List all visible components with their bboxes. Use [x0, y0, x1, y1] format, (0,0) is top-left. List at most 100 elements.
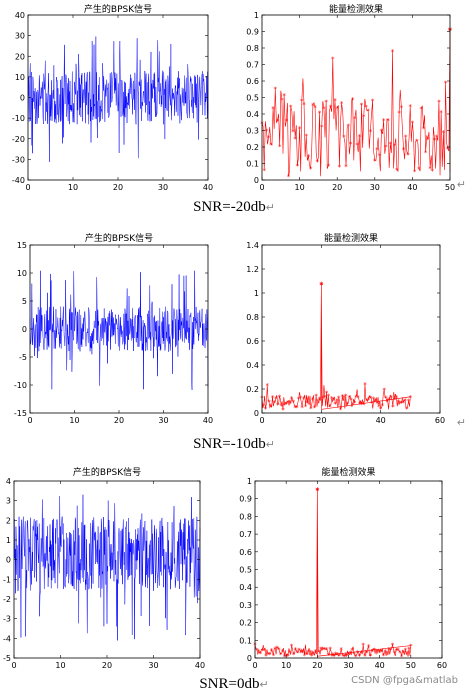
- x-tick-label: 40: [203, 416, 213, 425]
- y-tick-label: 0: [6, 556, 11, 565]
- data-point-marker: *: [278, 394, 282, 402]
- data-point-marker: *: [339, 406, 343, 414]
- y-tick-label: 1: [254, 11, 259, 20]
- data-point-marker: *: [270, 647, 274, 655]
- data-point-marker: *: [312, 650, 316, 658]
- data-point-marker: *: [277, 646, 281, 654]
- data-point-marker: *: [323, 393, 327, 401]
- data-point-marker: *: [424, 149, 428, 157]
- data-point-marker: *: [411, 119, 415, 127]
- series-line: [29, 270, 209, 390]
- data-point-marker: *: [320, 282, 324, 290]
- data-point-marker: *: [428, 165, 432, 173]
- data-point-marker: *: [321, 645, 325, 653]
- y-tick-label: -5: [3, 654, 11, 663]
- data-point-marker: *: [417, 166, 421, 174]
- data-point-marker: *: [389, 140, 393, 148]
- data-point-marker: *: [397, 109, 401, 117]
- data-point-marker: *: [317, 648, 321, 656]
- data-point-marker: *: [380, 648, 384, 656]
- data-point-marker: *: [407, 645, 411, 653]
- data-point-marker: *: [341, 393, 345, 401]
- data-point-marker: *: [409, 394, 413, 402]
- data-point-marker: *: [360, 102, 364, 110]
- series-line: [27, 36, 209, 162]
- data-point-marker: *: [288, 649, 292, 657]
- chart-energy-snr-0: 能量检测效果***************** *****************…: [239, 466, 447, 670]
- data-point-marker: *: [300, 98, 304, 106]
- data-point-marker: *: [279, 651, 283, 659]
- chart-title: 产生的BPSK信号: [73, 466, 141, 478]
- data-point-marker: *: [342, 394, 346, 402]
- data-point-marker: *: [329, 103, 333, 111]
- data-point-marker: *: [255, 646, 259, 654]
- data-point-marker: *: [281, 406, 285, 414]
- x-tick-label: 40: [203, 183, 213, 192]
- y-tick-label: 1: [247, 477, 252, 486]
- data-point-marker: *: [391, 48, 395, 56]
- x-tick-label: 10: [55, 661, 65, 670]
- data-point-marker: *: [372, 646, 376, 654]
- data-point-marker: *: [325, 389, 329, 397]
- chart-title: 能量检测效果: [321, 466, 375, 478]
- data-point-marker: *: [314, 392, 318, 400]
- data-point-marker: *: [275, 644, 279, 652]
- chart-energy-snr-minus10: 能量检测效果**********************************…: [246, 232, 445, 425]
- data-point-marker: *: [404, 647, 408, 655]
- x-tick-label: 60: [435, 416, 445, 425]
- data-point-marker: *: [332, 396, 336, 404]
- data-point-marker: *: [299, 394, 303, 402]
- chart-title: 产生的BPSK信号: [84, 3, 152, 15]
- data-point-marker: *: [413, 168, 417, 176]
- y-tick-label: -4: [3, 634, 11, 643]
- data-point-marker: *: [369, 128, 373, 136]
- x-tick-label: 50: [445, 183, 455, 192]
- y-tick-label: 0: [254, 176, 259, 185]
- y-tick-label: 0.1: [246, 160, 259, 169]
- data-point-marker: *: [334, 401, 338, 409]
- series-line: [254, 489, 412, 658]
- data-point-marker: *: [409, 643, 413, 651]
- data-point-marker: *: [259, 650, 263, 658]
- data-point-marker: *: [304, 403, 308, 411]
- x-tick-label: 40: [195, 661, 205, 670]
- y-tick-label: -30: [12, 155, 25, 164]
- data-point-marker: *: [316, 487, 320, 495]
- data-point-marker: *: [377, 403, 381, 411]
- y-tick-label: 0: [20, 94, 25, 103]
- y-tick-label: 0.5: [239, 566, 252, 575]
- series-line: [13, 494, 201, 641]
- data-point-marker: *: [296, 163, 300, 171]
- y-tick-label: 0.6: [239, 548, 252, 557]
- data-point-marker: *: [307, 153, 311, 161]
- data-point-marker: *: [327, 651, 331, 659]
- data-point-marker: *: [269, 402, 273, 410]
- data-point-marker: *: [382, 386, 386, 394]
- data-point-marker: *: [363, 653, 367, 661]
- return-mark: ↵: [259, 679, 269, 691]
- data-point-marker: *: [442, 129, 446, 137]
- data-point-marker: *: [297, 396, 301, 404]
- data-point-marker: *: [358, 401, 362, 409]
- y-tick-label: 0.8: [239, 512, 252, 521]
- data-point-marker: *: [327, 163, 331, 171]
- data-point-marker: *: [435, 133, 439, 141]
- data-point-marker: *: [375, 400, 379, 408]
- paragraph-mark: ↵: [456, 178, 466, 191]
- y-tick-label: -1: [3, 575, 11, 584]
- return-mark: ↵: [265, 202, 275, 214]
- x-tick-label: 0: [259, 416, 264, 425]
- data-point-marker: *: [354, 393, 358, 401]
- data-point-marker: *: [331, 55, 335, 63]
- chart-bpsk-snr-minus20: 产生的BPSK信号 0 10 20 30 40 -40 -30 -20 -10 0 10 20 30 40: [12, 3, 213, 192]
- data-point-marker: *: [261, 647, 265, 655]
- y-tick-label: 0.4: [239, 583, 252, 592]
- data-point-marker: *: [276, 117, 280, 125]
- data-point-marker: *: [362, 113, 366, 121]
- data-point-marker: *: [371, 648, 375, 656]
- data-point-marker: *: [385, 649, 389, 657]
- data-point-marker: *: [380, 128, 384, 136]
- plot-frame: [261, 244, 441, 414]
- y-tick-label: 1.2: [246, 265, 259, 274]
- y-tick-label: -20: [12, 135, 25, 144]
